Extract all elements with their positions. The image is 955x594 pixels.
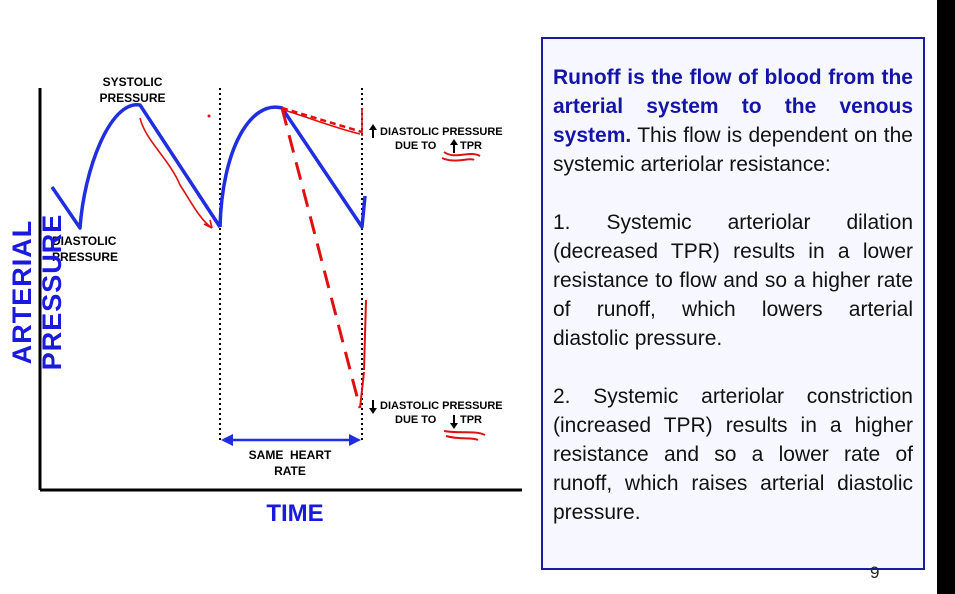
down-arrow-tpr-icon <box>450 415 458 429</box>
red-dot <box>207 114 211 118</box>
lower-note-tpr: TPR <box>460 414 482 426</box>
down-arrow-icon <box>369 400 377 414</box>
upper-note-tpr: TPR <box>460 140 482 152</box>
diastolic-pressure-label: DIASTOLIC PRESSURE <box>52 234 119 264</box>
intro-rest-text: This flow is dependent on the systemic a… <box>553 124 913 176</box>
lower-note-line1: DIASTOLIC PRESSURE <box>380 400 503 412</box>
point-2-paragraph: 2. Systemic arteriolar constriction (inc… <box>553 385 913 524</box>
window-edge <box>937 0 955 594</box>
high-tpr-dashed-curve <box>281 106 363 134</box>
pressure-curve-beat-2 <box>218 105 367 229</box>
pressure-curve-beat-1 <box>50 103 222 230</box>
low-tpr-dashed-curve <box>280 107 362 409</box>
red-underline-upper <box>441 151 481 162</box>
systolic-pressure-label: SYSTOLIC PRESSURE <box>99 75 166 105</box>
red-underline-lower <box>443 430 486 441</box>
same-heart-rate-label: SAME HEART RATE <box>248 448 332 478</box>
up-arrow-icon <box>369 124 377 138</box>
red-scribble-high <box>283 108 363 136</box>
upper-note-line1: DIASTOLIC PRESSURE <box>380 126 503 138</box>
heart-rate-arrowhead-right <box>349 434 361 446</box>
red-scribble-low <box>359 299 367 409</box>
heart-rate-arrowhead-left <box>221 434 233 446</box>
upper-note-line2: DUE TO <box>395 140 437 152</box>
runoff-info-box: Runoff is the flow of blood from the art… <box>541 37 925 570</box>
intro-bold-text: Runoff is the flow of blood from the art… <box>553 66 913 147</box>
point-1-paragraph: 1. Systemic arteriolar dilation (decreas… <box>553 211 913 350</box>
page-number: 9 <box>870 563 880 582</box>
y-axis-label: ARTERIAL PRESSURE <box>7 213 67 371</box>
red-scribble-beat-1 <box>139 117 213 229</box>
x-axis-label: TIME <box>266 500 324 527</box>
pressure-diagram <box>38 88 522 492</box>
up-arrow-tpr-icon <box>450 139 458 153</box>
lower-note-line2: DUE TO <box>395 414 437 426</box>
intro-paragraph: Runoff is the flow of blood from the art… <box>553 63 913 179</box>
